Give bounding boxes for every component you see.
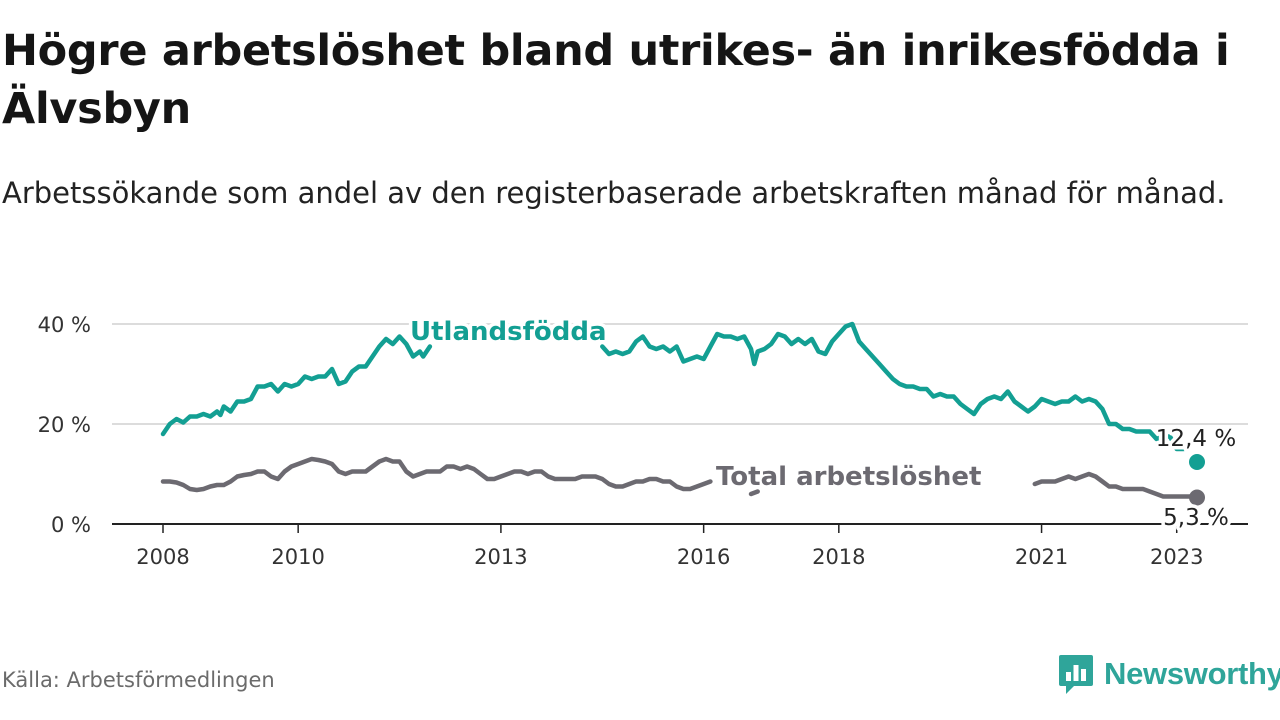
brand-name: Newsworthy [1104,656,1280,691]
series-line-utlandsfodda [160,334,433,437]
series-line-total [748,489,760,497]
chart-title: Högre arbetslöshet bland utrikes- än inr… [2,26,1230,134]
x-tick-label: 2023 [1150,545,1203,569]
newsworthy-brand[interactable]: Newsworthy [1058,652,1280,696]
series-line-total [160,456,713,493]
x-tick-label: 2021 [1015,545,1068,569]
x-tick-label: 2016 [677,545,730,569]
end-label-utlandsfodda: 12,4 % [1156,426,1236,452]
x-tick-label: 2013 [474,545,527,569]
newsworthy-logo-icon [1059,655,1093,694]
end-point-total [1189,489,1205,506]
y-tick-label: 20 % [38,413,91,437]
end-label-total: 5,3 % [1163,505,1229,531]
series-line-utlandsfodda [600,321,1186,452]
source-credit: Källa: Arbetsförmedlingen [2,668,275,692]
y-tick-label: 40 % [38,313,91,337]
chart-subtitle: Arbetssökande som andel av den registerb… [2,176,1226,210]
series-line-total [1032,471,1193,499]
end-point-utlandsfodda [1189,454,1205,470]
x-tick-label: 2008 [136,545,189,569]
x-tick-label: 2018 [812,545,865,569]
series-label-total: Total arbetslöshet [716,462,981,492]
y-tick-label: 0 % [51,513,91,537]
x-tick-label: 2010 [271,545,324,569]
series-label-utlandsfodda: Utlandsfödda [410,317,607,347]
